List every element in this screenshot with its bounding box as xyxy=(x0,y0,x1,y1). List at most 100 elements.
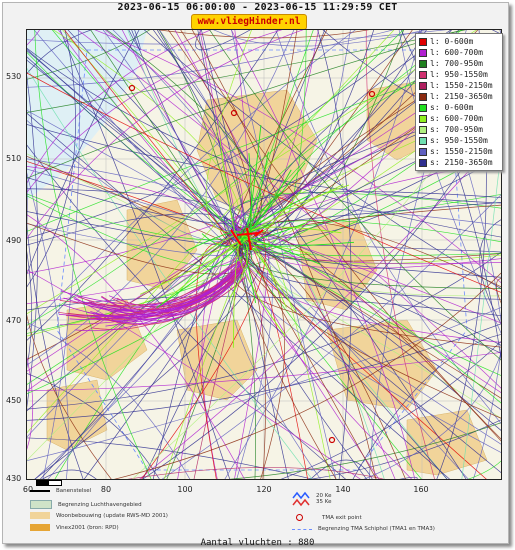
tma-exit-icon xyxy=(296,514,303,521)
flight-track xyxy=(247,30,463,251)
site-badge[interactable]: www.vliegHinder.nl xyxy=(191,14,307,30)
legend-item: s: 700-950m xyxy=(419,124,502,135)
y-tick-label: 490 xyxy=(6,236,22,245)
flight-track xyxy=(209,30,501,361)
x-tick-label: 60 xyxy=(22,485,34,494)
flight-track xyxy=(27,30,304,239)
flight-track xyxy=(195,242,242,479)
y-tick-label: 530 xyxy=(6,72,22,81)
legend-item: l: 950-1550m xyxy=(419,69,502,80)
flight-track xyxy=(27,314,112,479)
flight-track xyxy=(27,72,501,293)
y-tick-label: 430 xyxy=(6,474,22,483)
flight-track xyxy=(33,30,253,260)
legend-swatch xyxy=(419,81,427,90)
flight-track xyxy=(27,213,246,246)
flight-track xyxy=(27,251,32,369)
flight-track xyxy=(128,30,141,50)
flight-track xyxy=(27,156,238,249)
flight-track xyxy=(233,243,448,479)
flight-track xyxy=(467,460,501,479)
x-tick-label: 160 xyxy=(413,485,429,494)
flight-track xyxy=(104,30,243,234)
key-zone: Begrenzing Luchthavengebied xyxy=(30,500,142,509)
flight-track xyxy=(27,30,151,80)
flight-track xyxy=(74,275,239,312)
flight-track xyxy=(102,30,235,243)
flight-track xyxy=(241,153,252,239)
legend-label: s: 600-700m xyxy=(430,114,483,123)
flight-track xyxy=(234,244,501,278)
legend-swatch xyxy=(419,92,427,101)
flight-track xyxy=(139,135,501,479)
map-canvas xyxy=(27,30,501,479)
flight-track xyxy=(94,30,501,284)
legend-swatch xyxy=(419,70,427,79)
flight-track xyxy=(27,437,314,479)
legend-item: l: 2150-3650m xyxy=(419,91,502,102)
key-runways: Banenstelsel xyxy=(30,488,91,494)
flight-track xyxy=(74,269,240,332)
legend-item: l: 0-600m xyxy=(419,36,502,47)
legend-label: l: 0-600m xyxy=(430,37,474,46)
tma-boundary-swatch xyxy=(292,528,312,530)
flight-track-map[interactable] xyxy=(26,29,502,480)
key-label: 20 Ke xyxy=(316,493,332,499)
legend-label: s: 1550-2150m xyxy=(430,147,493,156)
flight-count: Aantal vluchten : 880 xyxy=(200,538,315,548)
flight-track xyxy=(27,30,93,75)
y-tick-label: 510 xyxy=(6,154,22,163)
flight-track xyxy=(27,172,69,479)
flight-track xyxy=(58,30,240,243)
flight-track xyxy=(58,273,240,317)
key-tma-boundary: Begrenzing TMA Schiphol (TMA1 en TMA3) xyxy=(292,526,435,532)
flight-track xyxy=(156,237,244,309)
legend-swatch xyxy=(419,136,427,145)
map-key: Banenstelsel Begrenzing Luchthavengebied… xyxy=(26,483,502,537)
key-label: Begrenzing TMA Schiphol (TMA1 en TMA3) xyxy=(318,526,435,532)
flight-track xyxy=(205,30,252,233)
flight-track xyxy=(230,244,501,348)
flight-track xyxy=(365,30,435,479)
legend-item: s: 2150-3650m xyxy=(419,157,502,168)
runway-system xyxy=(230,227,264,251)
flight-track xyxy=(479,219,501,325)
legend-swatch xyxy=(419,37,427,46)
flight-track xyxy=(161,194,501,479)
flight-track xyxy=(234,227,270,479)
flight-track xyxy=(34,30,152,479)
x-tick-label: 80 xyxy=(100,485,112,494)
flight-track xyxy=(228,422,501,479)
flight-track xyxy=(77,261,246,310)
legend-swatch xyxy=(419,103,427,112)
legend-item: s: 950-1550m xyxy=(419,135,502,146)
key-housing: Woonbebouwing (update RWS-MD 2001) xyxy=(30,512,168,519)
flight-track xyxy=(27,168,249,245)
altitude-legend: l: 0-600m l: 600-700m l: 700-950m l: 950… xyxy=(415,33,503,171)
flight-track xyxy=(27,124,501,204)
flight-track xyxy=(201,234,243,256)
flight-track xyxy=(152,30,467,479)
key-vinex: Vinex2001 (bron: RPD) xyxy=(30,524,119,531)
legend-label: s: 950-1550m xyxy=(430,136,488,145)
flight-track xyxy=(236,224,270,239)
legend-label: l: 950-1550m xyxy=(430,70,488,79)
flight-track xyxy=(99,274,239,326)
flight-track xyxy=(399,476,418,479)
legend-label: l: 1550-2150m xyxy=(430,81,493,90)
flight-track xyxy=(77,30,501,389)
key-label: Begrenzing Luchthavengebied xyxy=(58,501,142,508)
noise-contour-icon xyxy=(292,491,310,507)
flight-track xyxy=(249,220,501,288)
flight-tracks xyxy=(27,30,501,479)
flight-track xyxy=(113,272,501,479)
flight-track xyxy=(241,237,297,313)
flight-track xyxy=(247,238,285,479)
flight-track xyxy=(27,30,140,275)
flight-track xyxy=(59,267,245,326)
flight-track xyxy=(27,30,394,88)
flight-track xyxy=(27,30,395,434)
flight-track xyxy=(42,469,97,479)
flight-track xyxy=(141,223,266,479)
flight-track xyxy=(199,30,241,242)
